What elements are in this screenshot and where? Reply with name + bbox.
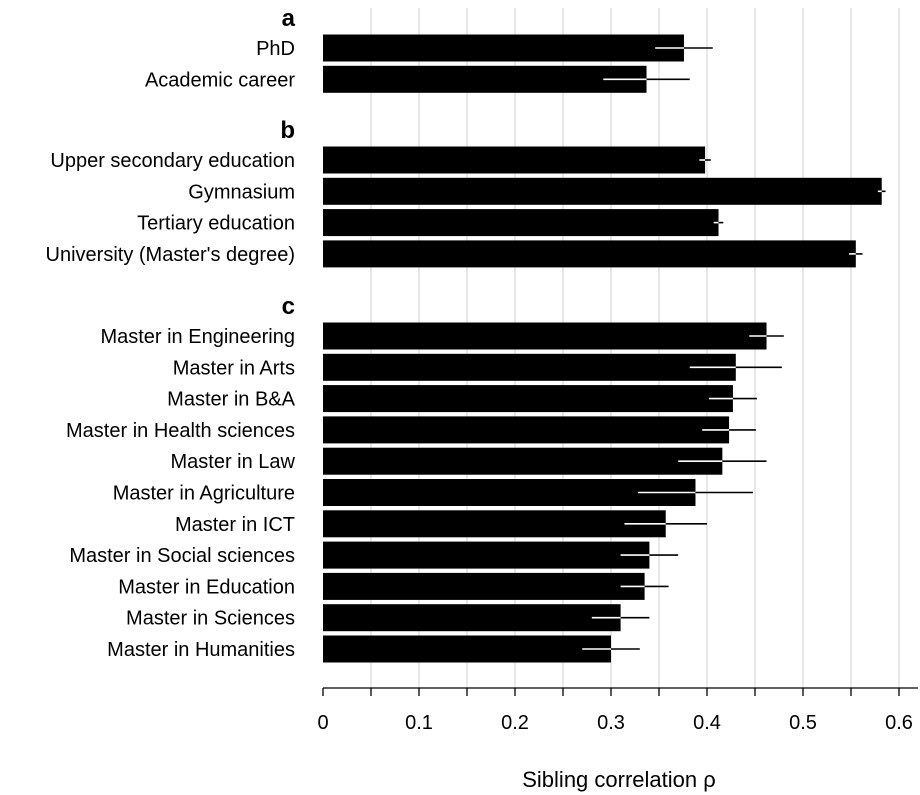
- bar: [323, 65, 647, 93]
- x-tick-label: 0.5: [789, 712, 817, 734]
- bar: [323, 322, 767, 350]
- category-label: Gymnasium: [188, 181, 295, 203]
- bar: [323, 416, 730, 444]
- category-label: Master in Sciences: [126, 608, 295, 630]
- category-label: Master in Humanities: [107, 639, 295, 661]
- category-label: University (Master's degree): [46, 244, 295, 266]
- bar: [323, 385, 733, 413]
- bar: [323, 541, 650, 569]
- bar: [323, 177, 882, 205]
- x-axis: 0 0.1 0.2 0.3 0.4 0.5 0.6: [317, 687, 918, 734]
- bar: [323, 447, 723, 475]
- x-tick-label: 0.1: [405, 712, 433, 734]
- bar: [323, 479, 696, 506]
- bar: [323, 604, 621, 632]
- x-tick-label: 0.4: [693, 712, 721, 734]
- category-label: Master in Social sciences: [69, 545, 295, 567]
- error-bars: [582, 47, 886, 650]
- x-tick-label: 0.6: [885, 712, 913, 734]
- x-tick-label: 0: [317, 712, 328, 734]
- bar: [323, 510, 666, 538]
- bar: [323, 572, 645, 600]
- x-axis-title: Sibling correlation ρ: [522, 767, 716, 792]
- bar: [323, 146, 706, 174]
- panel-label: c: [282, 293, 295, 320]
- bar: [323, 34, 684, 62]
- panel-label: a: [282, 5, 296, 32]
- x-tick-label: 0.2: [501, 712, 529, 734]
- x-tick-label: 0.3: [597, 712, 625, 734]
- category-label: Master in Law: [171, 451, 296, 473]
- category-label: Master in Arts: [173, 357, 295, 379]
- category-labels: a PhD Academic career b Upper secondary educ…: [46, 5, 296, 661]
- category-label: Master in B&A: [167, 389, 295, 411]
- bar: [323, 635, 611, 663]
- category-label: Upper secondary education: [50, 150, 295, 172]
- category-label: Master in Engineering: [100, 326, 295, 348]
- category-label: Academic career: [145, 69, 295, 91]
- category-label: Master in Education: [118, 576, 295, 598]
- panel-label: b: [280, 117, 295, 144]
- bar: [323, 209, 719, 237]
- bars: [323, 34, 882, 663]
- category-label: Master in ICT: [175, 514, 295, 536]
- category-label: Master in Health sciences: [66, 420, 295, 442]
- bar: [323, 353, 736, 381]
- category-label: Master in Agriculture: [113, 483, 295, 505]
- category-label: Tertiary education: [137, 213, 295, 235]
- bar: [323, 240, 856, 268]
- category-label: PhD: [256, 38, 295, 60]
